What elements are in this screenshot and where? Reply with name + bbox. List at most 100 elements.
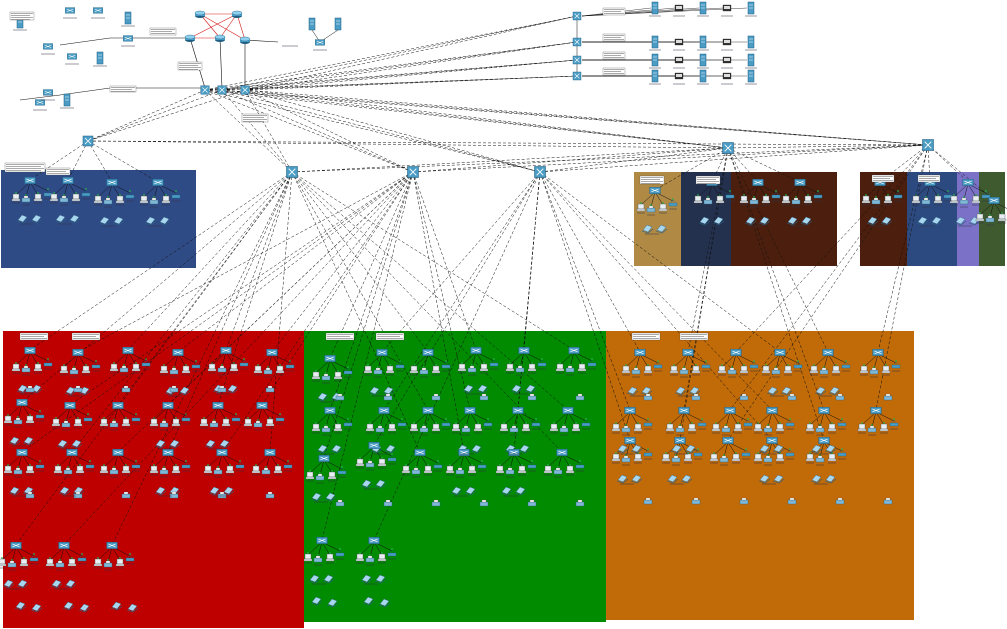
link-status-light — [672, 198, 674, 200]
switch-icon — [470, 347, 482, 354]
link-status-light — [119, 557, 121, 559]
laptop-icon — [780, 386, 793, 396]
link-status-light — [47, 358, 49, 360]
trunk-link — [291, 147, 729, 173]
link-status-light — [449, 464, 451, 466]
switch-icon — [414, 449, 426, 456]
link-status-light — [279, 413, 281, 415]
link-status-light — [895, 360, 897, 362]
switch-icon — [794, 179, 806, 186]
printer-icon — [985, 215, 995, 223]
trunk-link — [727, 147, 801, 183]
link-status-light — [715, 422, 717, 424]
link-status-light — [369, 554, 371, 556]
laptop-icon — [684, 444, 697, 454]
trunk-link — [225, 171, 293, 351]
router-icon — [194, 10, 206, 18]
laptop-icon — [2, 579, 15, 589]
link-status-light — [471, 364, 473, 366]
network-link — [547, 453, 563, 468]
laptop-icon — [500, 486, 513, 496]
link-status-light — [863, 364, 865, 366]
network-link — [29, 181, 39, 196]
switch-icon — [572, 55, 582, 65]
trunk-link — [271, 171, 414, 353]
access-point-icon — [275, 415, 285, 422]
access-point-icon — [741, 450, 751, 457]
printer-icon — [7, 560, 17, 568]
pc-icon — [831, 365, 841, 374]
link-status-light — [391, 548, 393, 550]
switch-icon — [66, 53, 78, 60]
access-point-icon — [483, 420, 493, 427]
device-annotation-note — [9, 11, 35, 21]
network-link — [779, 353, 789, 368]
printer-icon — [169, 367, 179, 375]
printer-icon — [771, 367, 781, 375]
link-status-light — [143, 194, 145, 196]
printer-icon — [431, 393, 441, 401]
printer-icon — [515, 365, 525, 373]
network-link — [359, 446, 375, 461]
network-link — [581, 7, 676, 17]
printer-icon — [739, 393, 749, 401]
laptop-icon — [110, 601, 123, 611]
link-status-light — [113, 419, 115, 421]
trunk-link — [63, 171, 414, 546]
pc-icon — [577, 363, 587, 372]
network-link — [21, 453, 31, 468]
pc-icon — [3, 465, 13, 474]
link-status-light — [1, 557, 3, 559]
link-status-light — [107, 559, 109, 561]
pc-icon — [229, 363, 239, 372]
network-link — [369, 411, 385, 426]
printer-icon — [169, 385, 179, 393]
pc-icon — [121, 418, 131, 427]
link-status-light — [885, 364, 887, 366]
trunk-link — [15, 171, 293, 546]
pc-icon — [753, 423, 763, 432]
trunk-link — [127, 171, 293, 351]
link-status-light — [185, 364, 187, 366]
link-status-light — [865, 194, 867, 196]
phone-icon — [674, 72, 684, 80]
network-link — [323, 459, 333, 474]
switch-icon — [64, 402, 76, 409]
trunk-link — [117, 171, 414, 453]
link-status-light — [657, 360, 659, 362]
pc-icon — [457, 363, 467, 372]
access-point-icon — [785, 450, 795, 457]
link-status-light — [662, 202, 664, 204]
link-status-light — [359, 457, 361, 459]
trunk-link — [727, 147, 829, 353]
pc-icon — [803, 195, 813, 204]
switch-icon — [324, 407, 336, 414]
link-status-light — [33, 553, 35, 555]
switch-icon — [212, 402, 224, 409]
pc-icon — [555, 363, 565, 372]
network-link — [654, 191, 664, 206]
network-link — [765, 353, 781, 368]
pc-icon — [67, 558, 77, 567]
trunk-link — [221, 75, 578, 91]
server-icon — [699, 69, 707, 83]
pc-icon — [3, 415, 13, 424]
link-status-light — [435, 364, 437, 366]
link-status-light — [875, 196, 877, 198]
link-status-light — [647, 418, 649, 420]
link-status-light — [37, 362, 39, 364]
pc-icon — [75, 465, 85, 474]
printer-icon — [869, 367, 879, 375]
pc-icon — [327, 471, 337, 480]
pc-icon — [121, 465, 131, 474]
printer-icon — [109, 420, 119, 428]
switch-icon — [752, 179, 764, 186]
trunk-link — [204, 89, 729, 149]
pc-icon — [709, 453, 719, 462]
network-link — [127, 351, 137, 366]
switch-icon — [624, 437, 636, 444]
pc-icon — [565, 465, 575, 474]
network-link — [679, 441, 689, 456]
switch-icon — [106, 542, 118, 549]
